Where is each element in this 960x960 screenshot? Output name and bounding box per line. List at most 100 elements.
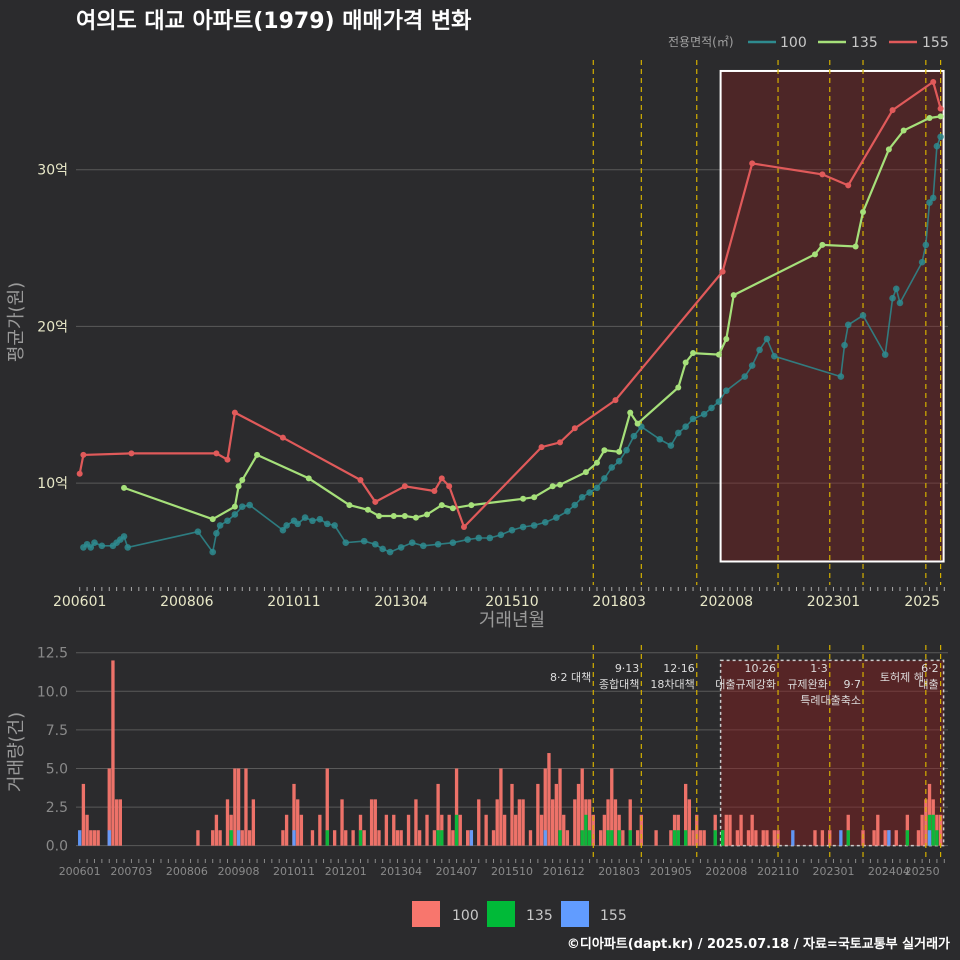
data-point-135 — [937, 113, 944, 120]
data-point-100 — [331, 522, 338, 529]
data-point-135 — [811, 251, 818, 258]
data-point-135 — [682, 359, 689, 366]
volume-bar-100 — [639, 814, 643, 846]
volume-bar-155 — [469, 830, 474, 846]
data-point-100 — [213, 529, 220, 537]
policy-annotation: 9·13 — [615, 662, 640, 675]
volume-bar-100 — [547, 753, 551, 846]
policy-annotation: 8·2 대책 — [550, 671, 591, 684]
x-tick-label: 202008 — [700, 594, 753, 610]
x-tick-label: 2025 — [904, 594, 940, 610]
volume-bar-155 — [543, 830, 547, 846]
volume-bar-100 — [613, 799, 618, 846]
volume-bar-100 — [654, 830, 658, 846]
bar-x-tick-label: 202404 — [868, 865, 910, 878]
volume-bar-155 — [107, 830, 111, 846]
data-point-100 — [896, 299, 904, 307]
data-point-100 — [309, 517, 316, 525]
bar-legend-label-135: 135 — [526, 908, 553, 924]
volume-bar-100 — [292, 783, 296, 846]
bar-x-tick-label: 200908 — [218, 865, 260, 878]
data-point-100 — [922, 241, 930, 249]
volume-bar-100 — [872, 830, 876, 846]
data-point-100 — [87, 544, 95, 551]
data-point-100 — [475, 534, 483, 542]
data-point-100 — [323, 520, 331, 528]
volume-bar-100 — [521, 799, 525, 846]
data-point-135 — [819, 241, 826, 248]
volume-bar-100 — [244, 768, 248, 846]
volume-bar-100 — [325, 768, 329, 846]
data-point-100 — [674, 429, 682, 437]
volume-bar-100 — [491, 830, 496, 846]
volume-bar-100 — [510, 783, 514, 846]
top-y-axis-title: 평균가(원) — [6, 282, 27, 362]
data-point-155 — [889, 107, 896, 114]
volume-bar-100 — [820, 830, 825, 846]
data-point-100 — [553, 514, 560, 521]
x-tick-label: 200601 — [53, 594, 106, 610]
volume-bar-100 — [702, 830, 706, 846]
data-point-100 — [98, 542, 106, 550]
volume-bar-100 — [414, 799, 418, 846]
data-point-100 — [841, 341, 848, 349]
volume-bar-100 — [384, 814, 389, 846]
volume-bar-100 — [761, 830, 765, 846]
data-point-100 — [608, 464, 616, 471]
data-point-100 — [937, 133, 944, 141]
data-point-100 — [756, 346, 763, 354]
bottom-legend: 100 135 155 — [412, 901, 627, 927]
volume-bar-100 — [458, 814, 462, 846]
volume-bar-100 — [514, 814, 518, 846]
volume-bar-100 — [576, 783, 581, 846]
bar-legend-swatch-155 — [561, 901, 589, 927]
volume-bar-135 — [720, 830, 725, 846]
volume-bar-100 — [754, 830, 758, 846]
data-point-155 — [357, 477, 364, 483]
volume-bar-100 — [377, 830, 381, 846]
bar-y-tick-label: 12.5 — [37, 646, 68, 662]
data-point-100 — [593, 484, 601, 492]
volume-bar-100 — [883, 830, 887, 846]
volume-bar-100 — [558, 768, 562, 846]
policy-annotation: 규제완화 — [787, 678, 827, 691]
bar-legend-swatch-100 — [412, 901, 440, 927]
data-point-155 — [224, 456, 231, 463]
data-point-100 — [386, 548, 394, 556]
data-point-100 — [120, 533, 128, 540]
data-point-135 — [231, 503, 238, 510]
data-point-155 — [76, 470, 83, 477]
volume-chart: 0.0 2.5 5.0 7.5 10.0 12.5 8·2 대책 9·13 종합대책 12·16 1… — [37, 645, 948, 878]
data-point-135 — [616, 448, 623, 455]
data-point-100 — [342, 539, 350, 546]
volume-bar-100 — [517, 799, 522, 846]
data-point-135 — [675, 384, 682, 391]
data-point-135 — [627, 409, 634, 416]
volume-bar-100 — [351, 830, 355, 846]
data-point-135 — [364, 506, 371, 513]
data-point-135 — [690, 350, 697, 357]
volume-bar-100 — [81, 783, 86, 846]
data-point-155 — [279, 434, 286, 441]
data-point-155 — [557, 439, 564, 446]
data-point-100 — [91, 539, 98, 546]
volume-bar-100 — [477, 799, 481, 846]
bar-x-tick-label: 202008 — [705, 865, 747, 878]
data-point-100 — [209, 548, 217, 556]
volume-bar-100 — [495, 799, 499, 846]
volume-bar-100 — [240, 830, 244, 846]
volume-bar-100 — [373, 799, 377, 846]
data-point-100 — [301, 514, 309, 521]
volume-bar-100 — [698, 830, 703, 846]
volume-bar-100 — [284, 814, 289, 846]
data-point-135 — [900, 127, 907, 134]
volume-bar-135 — [846, 830, 850, 846]
volume-bar-100 — [111, 660, 115, 846]
policy-annotation: 12·16 — [663, 662, 695, 675]
volume-bar-135 — [325, 830, 329, 846]
volume-bar-100 — [691, 830, 695, 846]
data-point-135 — [549, 483, 556, 490]
data-point-100 — [933, 142, 941, 150]
policy-annotation: 종합대책 — [599, 678, 639, 691]
data-point-100 — [859, 312, 867, 319]
